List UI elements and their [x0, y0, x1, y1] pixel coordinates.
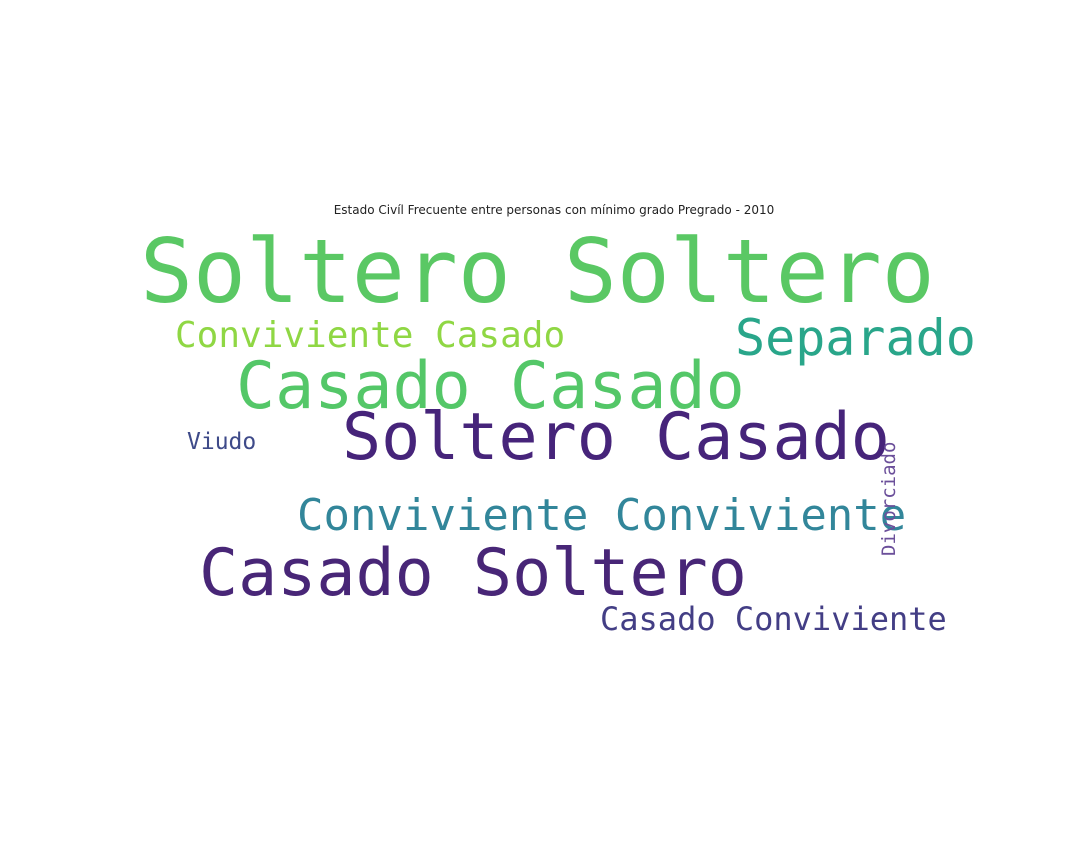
chart-title: Estado Civíl Frecuente entre personas co… — [333, 203, 775, 217]
word-soltero-soltero: Soltero Soltero — [140, 220, 935, 323]
word-casado-conviviente: Casado Conviviente — [600, 600, 947, 638]
word-casado-casado: Casado Casado — [236, 349, 745, 424]
word-divorciado: Divorciado — [878, 441, 900, 556]
word-viudo: Viudo — [187, 429, 257, 455]
word-conviviente-casado: Conviviente Casado — [175, 315, 566, 356]
word-separado: Separado — [735, 309, 976, 367]
word-soltero-casado: Soltero Casado — [342, 400, 890, 475]
word-casado-soltero: Casado Soltero — [199, 536, 747, 611]
word-conviviente-conviviente: Conviviente Conviviente — [297, 490, 907, 541]
